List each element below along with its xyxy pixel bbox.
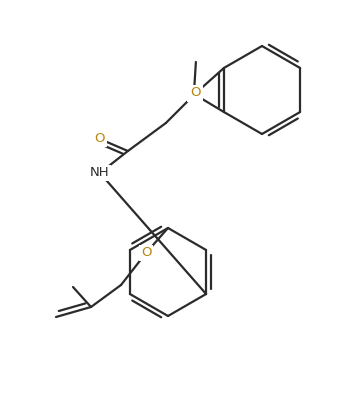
Text: O: O <box>189 88 199 101</box>
Text: O: O <box>95 133 105 145</box>
Text: O: O <box>141 246 151 259</box>
Text: O: O <box>191 86 201 99</box>
Text: NH: NH <box>90 166 110 179</box>
